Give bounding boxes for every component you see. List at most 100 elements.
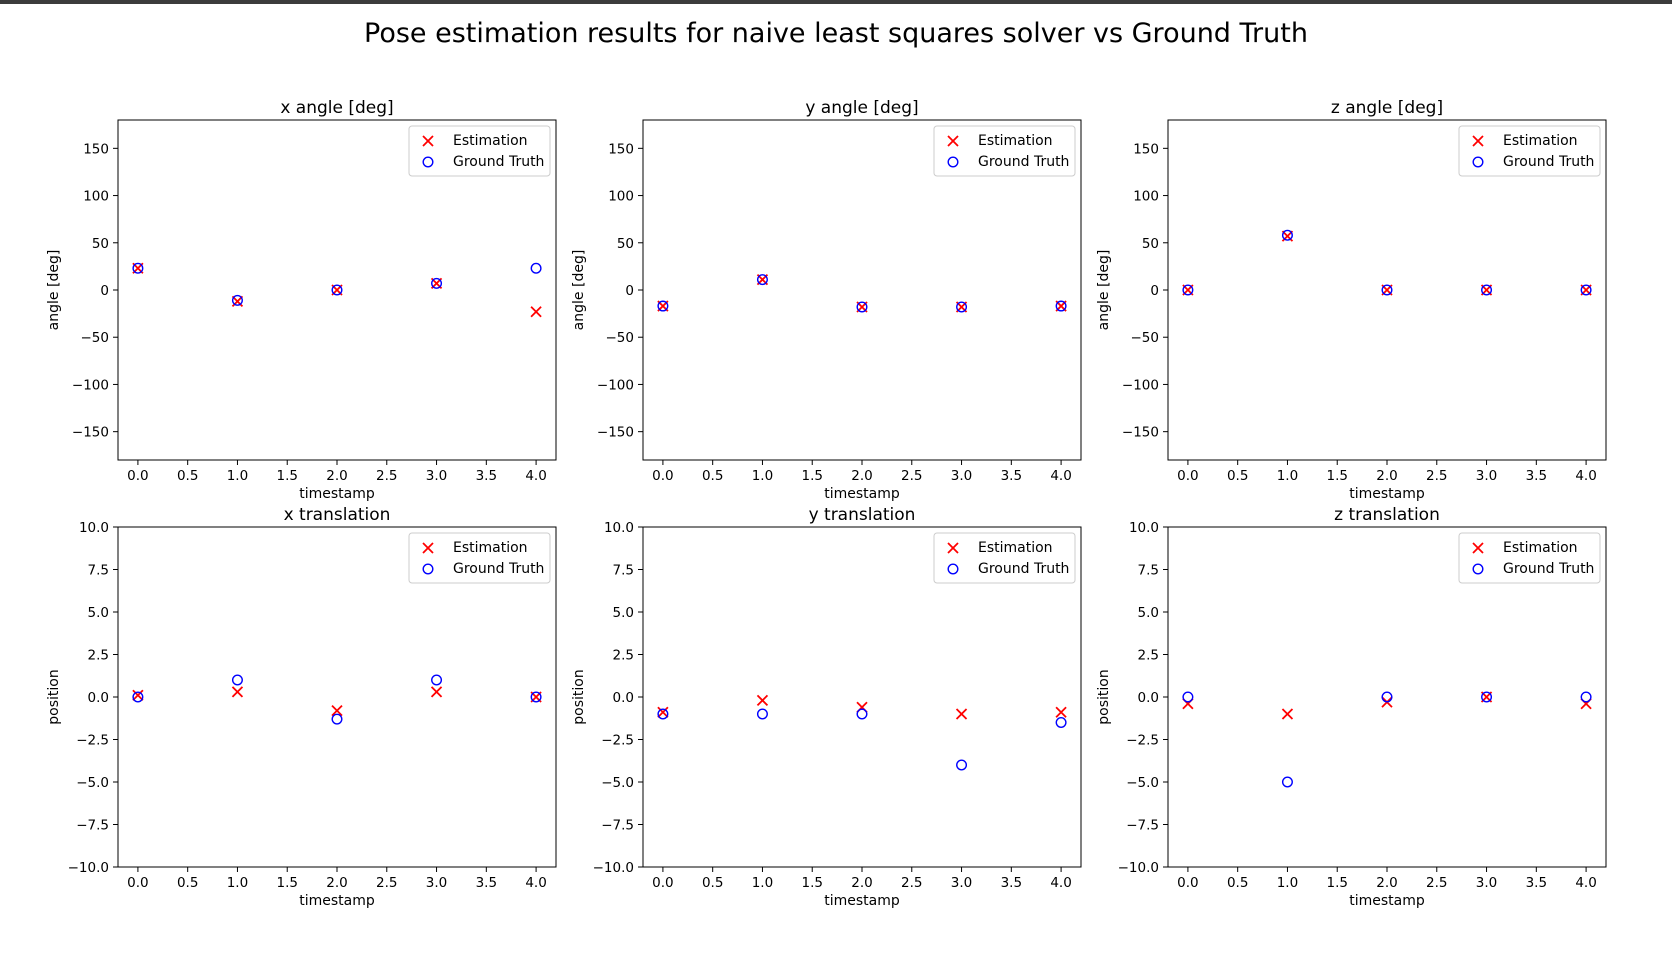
estimation-point-stroke-b	[430, 686, 443, 698]
x-tick-label: 2.5	[1426, 468, 1447, 484]
subplot-z-angle: z angle [deg] 0.0 0.5 1.0 1.5 2.0 2.5 3.0 3.5 4.0…	[1096, 98, 1607, 502]
y-axis-label: position	[571, 669, 587, 724]
x-tick-label: 2.0	[326, 875, 347, 891]
legend-marker	[1472, 135, 1484, 147]
y-tick-label: −50	[81, 330, 110, 346]
legend-box	[1458, 125, 1601, 177]
ground-truth-point	[856, 301, 868, 313]
y-tick-label: 150	[1133, 141, 1159, 157]
estimation-point-stroke-b	[955, 708, 968, 720]
y-tick-label: 0	[100, 283, 109, 299]
y-tick-label: −5.0	[1126, 775, 1159, 791]
x-tick-label: 3.0	[951, 875, 972, 891]
x-axis-label: timestamp	[299, 486, 375, 502]
legend-marker-stroke-b	[1472, 542, 1484, 554]
ground-truth-point	[231, 674, 243, 686]
x-tick-label: 3.0	[1476, 468, 1497, 484]
legend-marker-stroke-b	[422, 542, 434, 554]
x-axis-label: timestamp	[1349, 893, 1425, 909]
legend-marker	[422, 135, 434, 147]
legend-label: Ground Truth	[1503, 154, 1594, 170]
x-tick-label: 3.0	[426, 468, 447, 484]
legend-label: Estimation	[1503, 133, 1578, 149]
ground-truth-point	[331, 713, 343, 725]
legend-marker-stroke-b	[947, 135, 959, 147]
ground-truth-point	[1182, 691, 1194, 703]
x-tick-label: 0.0	[652, 468, 673, 484]
x-tick-label: 0.0	[127, 468, 148, 484]
x-tick-label: 1.5	[1326, 875, 1347, 891]
y-tick-label: 100	[83, 189, 109, 205]
y-axis-label: position	[46, 669, 62, 724]
x-axis-label: timestamp	[824, 893, 900, 909]
x-tick-label: 1.0	[752, 468, 773, 484]
x-tick-label: 4.0	[525, 875, 546, 891]
estimation-point-stroke-b	[530, 306, 542, 318]
subplot-x-translation: x translation 0.0 0.5 1.0 1.5 2.0 2.5 3.0 3.5 4.0…	[46, 505, 557, 909]
estimation-point-stroke-b	[657, 706, 669, 718]
y-tick-label: 7.5	[613, 563, 634, 579]
subplot-x-angle: x angle [deg] 0.0 0.5 1.0 1.5 2.0 2.5 3.0 3.5 4.0…	[46, 98, 557, 502]
ground-truth-point	[1580, 284, 1592, 296]
y-tick-label: 5.0	[613, 605, 634, 621]
subplot-y-translation: y translation 0.0 0.5 1.0 1.5 2.0 2.5 3.0 3.5 4.0…	[571, 505, 1082, 909]
estimation-point	[1055, 706, 1067, 718]
x-tick-label: 2.5	[376, 875, 397, 891]
x-tick-label: 3.5	[1001, 468, 1022, 484]
x-tick-label: 1.0	[752, 875, 773, 891]
x-tick-label: 0.5	[1227, 875, 1248, 891]
y-tick-label: 7.5	[88, 563, 109, 579]
ground-truth-point	[530, 691, 542, 703]
x-tick-label: 1.0	[227, 875, 248, 891]
legend-label: Estimation	[1503, 540, 1578, 556]
estimation-point	[430, 686, 443, 698]
ground-truth-point	[956, 759, 968, 771]
y-tick-label: −10.0	[593, 860, 634, 876]
ground-truth-point	[657, 708, 669, 720]
y-tick-label: 10.0	[79, 520, 109, 536]
x-axis-label: timestamp	[299, 893, 375, 909]
ground-truth-point	[1055, 300, 1067, 312]
ground-truth-point	[1580, 691, 1592, 703]
figure-title: Pose estimation results for naive least …	[364, 18, 1308, 49]
plot-frame	[117, 526, 557, 868]
ground-truth-point	[657, 300, 669, 312]
x-tick-label: 2.0	[1376, 875, 1397, 891]
ground-truth-point	[132, 262, 144, 274]
x-tick-label: 0.0	[652, 875, 673, 891]
ground-truth-point	[431, 674, 443, 686]
y-tick-label: 2.5	[88, 648, 109, 664]
legend-marker	[1472, 542, 1484, 554]
x-tick-label: 1.5	[801, 468, 822, 484]
ground-truth-point	[856, 708, 868, 720]
estimation-point	[756, 694, 769, 707]
y-tick-label: 50	[1142, 236, 1159, 252]
estimation-point	[132, 689, 144, 701]
x-tick-label: 0.5	[702, 468, 723, 484]
ground-truth-point	[1481, 691, 1493, 703]
legend: Estimation Ground Truth	[408, 532, 551, 584]
x-tick-label: 3.5	[476, 468, 497, 484]
y-tick-label: −150	[597, 425, 634, 441]
ground-truth-point	[530, 262, 542, 274]
y-tick-label: −10.0	[68, 860, 109, 876]
plot-frame	[642, 526, 1082, 868]
x-tick-label: 3.5	[1526, 875, 1547, 891]
ground-truth-point	[1182, 284, 1194, 296]
legend-box	[408, 532, 551, 584]
y-tick-label: 2.5	[613, 648, 634, 664]
window-top-border	[0, 0, 1672, 4]
ground-truth-point	[756, 708, 768, 720]
y-tick-label: 100	[1133, 189, 1159, 205]
y-tick-label: 150	[83, 141, 109, 157]
x-tick-label: 2.5	[901, 468, 922, 484]
y-tick-label: −7.5	[1126, 818, 1159, 834]
x-tick-label: 0.0	[1177, 875, 1198, 891]
subplot-title: z angle [deg]	[1331, 98, 1443, 118]
y-tick-label: 0.0	[88, 690, 109, 706]
x-tick-label: 2.5	[376, 468, 397, 484]
y-tick-label: 50	[92, 236, 109, 252]
ground-truth-point	[1481, 284, 1493, 296]
legend-marker	[422, 542, 434, 554]
